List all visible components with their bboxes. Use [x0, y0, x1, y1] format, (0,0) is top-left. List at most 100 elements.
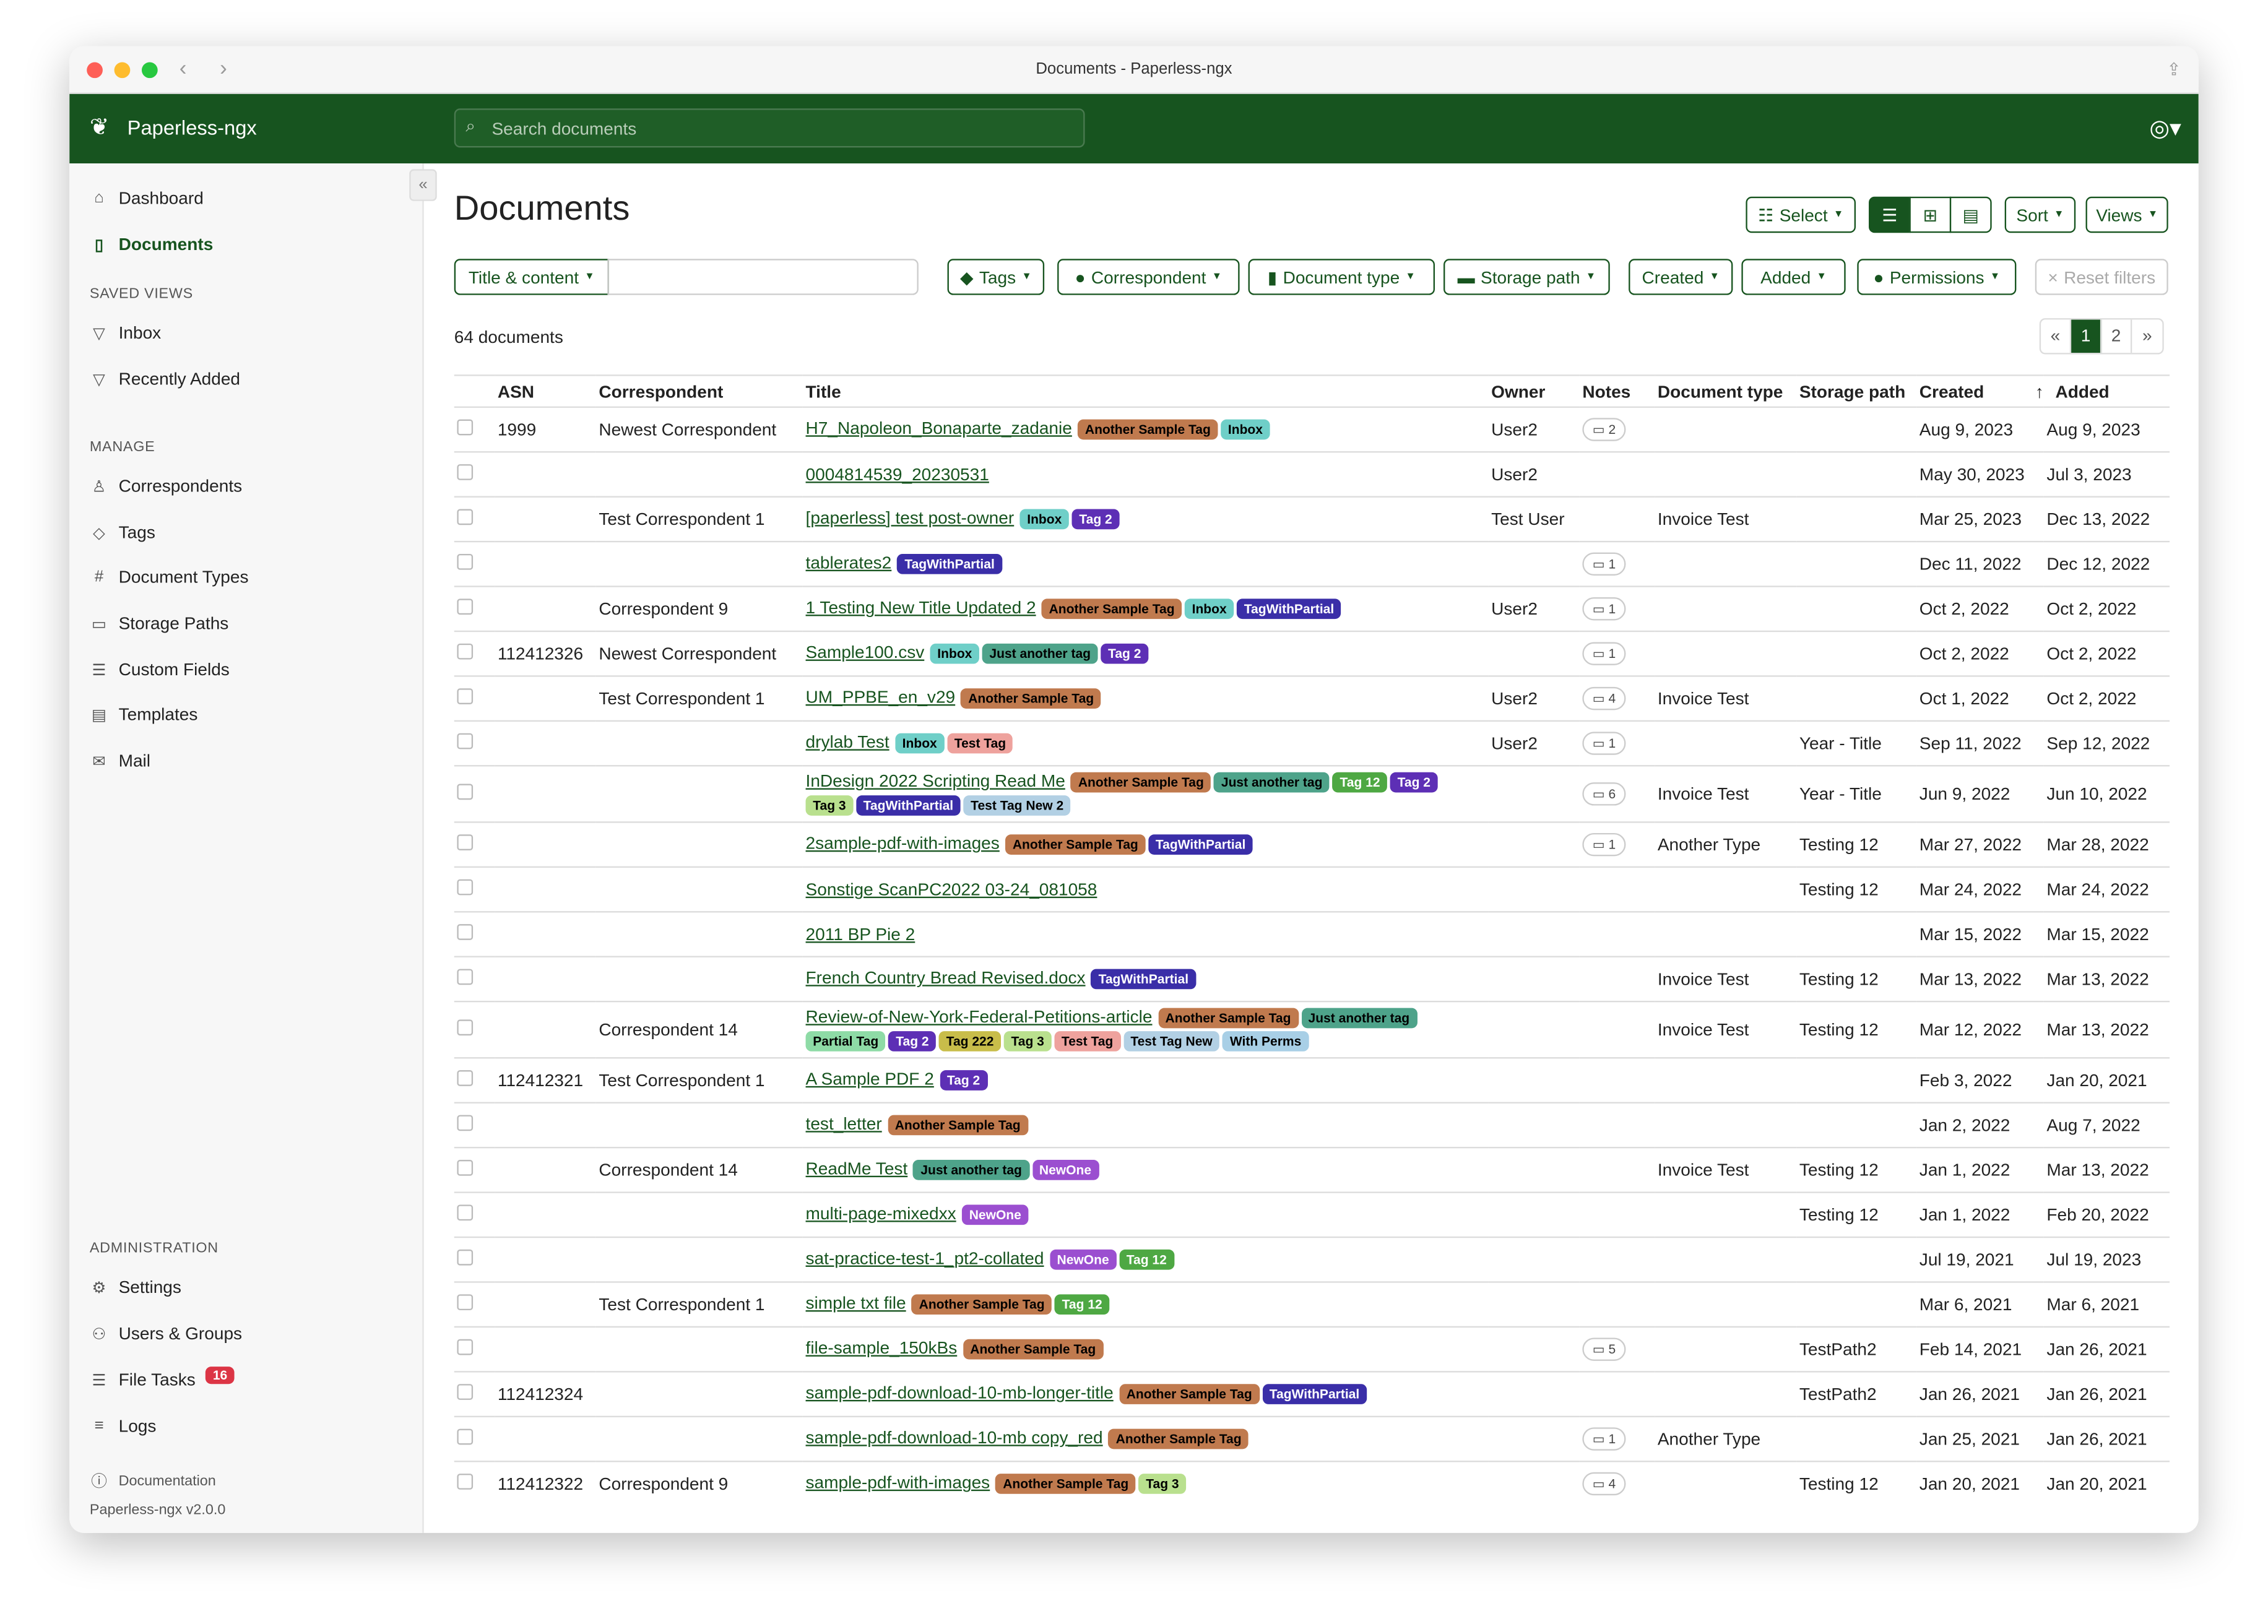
row-checkbox-cell[interactable] — [454, 585, 495, 631]
back-icon[interactable]: ‹ — [179, 56, 187, 81]
table-row[interactable]: multi-page-mixedxx NewOne Testing 12 Jan 1,… — [454, 1191, 2170, 1238]
notes-badge[interactable]: ▭ 4 — [1582, 1472, 1626, 1496]
tag-badge[interactable]: Just another tag — [1301, 1008, 1417, 1029]
sidebar-item-storage-paths[interactable]: ▭ Storage Paths — [90, 613, 228, 634]
column-storage-path[interactable]: Storage path — [1799, 381, 1906, 402]
tag-badge[interactable]: Just another tag — [913, 1160, 1029, 1180]
row-checkbox-cell[interactable] — [454, 1000, 495, 1058]
row-checkbox[interactable] — [457, 924, 474, 940]
row-checkbox-cell[interactable] — [454, 1057, 495, 1103]
tag-badge[interactable]: Another Sample Tag — [995, 1474, 1136, 1495]
tag-badge[interactable]: Test Tag — [1054, 1031, 1120, 1052]
minimize-window-button[interactable] — [114, 62, 131, 79]
search-input[interactable]: ⌕ Search documents — [454, 108, 1085, 148]
view-details-button[interactable]: ☰ — [1869, 196, 1911, 233]
document-title-link[interactable]: ReadMe Test — [805, 1158, 908, 1179]
row-checkbox[interactable] — [457, 553, 474, 570]
row-checkbox[interactable] — [457, 1294, 474, 1311]
document-title-link[interactable]: drylab Test — [805, 732, 889, 753]
document-title-link[interactable]: multi-page-mixedxx — [805, 1203, 956, 1224]
document-title-link[interactable]: Review-of-New-York-Federal-Petitions-art… — [805, 1006, 1153, 1027]
maximize-window-button[interactable] — [141, 62, 158, 79]
document-title-link[interactable]: sample-pdf-with-images — [805, 1472, 990, 1493]
row-checkbox-cell[interactable] — [454, 1371, 495, 1417]
row-checkbox-cell[interactable] — [454, 765, 495, 823]
table-row[interactable]: 0004814539_20230531 User2 May 30, 2023 Jul … — [454, 451, 2170, 497]
tag-badge[interactable]: Another Sample Tag — [1005, 834, 1146, 855]
table-row[interactable]: 1999 Newest Correspondent H7_Napoleon_Bona… — [454, 406, 2170, 452]
tag-badge[interactable]: Tag 3 — [805, 795, 854, 816]
notes-badge[interactable]: ▭ 1 — [1582, 552, 1626, 576]
tag-badge[interactable]: Tag 12 — [1054, 1294, 1110, 1315]
tag-badge[interactable]: Tag 3 — [1138, 1474, 1187, 1495]
view-large-cards-button[interactable]: ▤ — [1949, 196, 1992, 233]
tag-badge[interactable]: TagWithPartial — [897, 553, 1002, 574]
reset-filters-button[interactable]: × Reset filters — [2035, 259, 2168, 295]
table-row[interactable]: tablerates2 TagWithPartial ▭ 1 Dec 11, 2022… — [454, 540, 2170, 587]
row-checkbox-cell[interactable] — [454, 1102, 495, 1148]
storage-path-filter[interactable]: ▬ Storage path ▼ — [1443, 259, 1610, 295]
row-checkbox-cell[interactable] — [454, 866, 495, 912]
column-document-type[interactable]: Document type — [1657, 381, 1783, 402]
notes-badge[interactable]: ▭ 1 — [1582, 732, 1626, 755]
app-name[interactable]: Paperless-ngx — [127, 115, 257, 139]
sidebar-item-logs[interactable]: ≡ Logs — [90, 1416, 157, 1436]
document-title-link[interactable]: 2011 BP Pie 2 — [805, 924, 915, 944]
sidebar-item-correspondents[interactable]: ♙ Correspondents — [90, 476, 243, 496]
tag-badge[interactable]: Test Tag New 2 — [963, 795, 1071, 816]
sidebar-item-inbox[interactable]: ▽ Inbox — [90, 322, 161, 343]
tag-badge[interactable]: Another Sample Tag — [963, 1339, 1103, 1360]
row-checkbox-cell[interactable] — [454, 451, 495, 497]
tag-badge[interactable]: Inbox — [930, 643, 980, 664]
tag-badge[interactable]: Inbox — [1184, 598, 1234, 620]
tag-badge[interactable]: Test Tag New — [1123, 1031, 1220, 1052]
page-next[interactable]: » — [2142, 325, 2152, 346]
row-checkbox-cell[interactable] — [454, 1461, 495, 1506]
document-title-link[interactable]: test_letter — [805, 1113, 882, 1134]
page-prev[interactable]: « — [2041, 319, 2072, 353]
tag-badge[interactable]: Inbox — [1019, 509, 1070, 530]
tag-badge[interactable]: Another Sample Tag — [961, 688, 1101, 709]
tag-badge[interactable]: TagWithPartial — [1148, 834, 1253, 855]
notes-badge[interactable]: ▭ 5 — [1582, 1337, 1626, 1361]
row-checkbox-cell[interactable] — [454, 1147, 495, 1193]
tag-badge[interactable]: Another Sample Tag — [1158, 1008, 1299, 1029]
table-row[interactable]: Correspondent 14 Review-of-New-York-Feder… — [454, 1000, 2170, 1058]
sidebar-item-custom-fields[interactable]: ☰ Custom Fields — [90, 660, 230, 680]
user-menu-icon[interactable]: ◎▾ — [2149, 117, 2181, 142]
table-row[interactable]: InDesign 2022 Scripting Read Me Another S… — [454, 765, 2170, 823]
document-title-link[interactable]: H7_Napoleon_Bonaparte_zadanie — [805, 418, 1072, 439]
document-title-link[interactable]: sat-practice-test-1_pt2-collated — [805, 1248, 1044, 1269]
row-checkbox[interactable] — [457, 834, 474, 850]
tags-filter[interactable]: ◆ Tags ▼ — [947, 259, 1045, 295]
sidebar-item-file-tasks[interactable]: ☰ File Tasks 16 — [90, 1367, 235, 1390]
tag-badge[interactable]: Tag 2 — [1390, 772, 1438, 793]
tag-badge[interactable]: TagWithPartial — [855, 795, 961, 816]
tag-badge[interactable]: Another Sample Tag — [1119, 1384, 1260, 1404]
row-checkbox-cell[interactable] — [454, 1415, 495, 1462]
table-row[interactable]: 112412322 Correspondent 9 sample-pdf-with-… — [454, 1461, 2170, 1506]
sort-button[interactable]: Sort ▼ — [2004, 196, 2076, 233]
tag-badge[interactable]: Tag 12 — [1332, 772, 1388, 793]
row-checkbox[interactable] — [457, 1428, 474, 1445]
permissions-filter[interactable]: ● Permissions ▼ — [1857, 259, 2017, 295]
notes-badge[interactable]: ▭ 1 — [1582, 832, 1626, 857]
column-correspondent[interactable]: Correspondent — [599, 381, 724, 402]
row-checkbox[interactable] — [457, 688, 474, 704]
column-title[interactable]: Title — [805, 381, 841, 402]
row-checkbox-cell[interactable] — [454, 630, 495, 676]
row-checkbox-cell[interactable] — [454, 911, 495, 957]
row-checkbox-cell[interactable] — [454, 406, 495, 452]
table-row[interactable]: Test Correspondent 1 simple txt file Anoth… — [454, 1281, 2170, 1327]
table-row[interactable]: Sonstige ScanPC2022 03-24_081058 Testing … — [454, 866, 2170, 912]
table-row[interactable]: Test Correspondent 1 UM_PPBE_en_v29 Anothe… — [454, 675, 2170, 721]
sidebar-item-mail[interactable]: ✉ Mail — [90, 751, 150, 771]
table-row[interactable]: file-sample_150kBs Another Sample Tag ▭ 5 T… — [454, 1326, 2170, 1372]
notes-badge[interactable]: ▭ 1 — [1582, 1427, 1626, 1451]
tag-badge[interactable]: Inbox — [1221, 419, 1270, 440]
row-checkbox-cell[interactable] — [454, 675, 495, 721]
document-title-link[interactable]: French Country Bread Revised.docx — [805, 967, 1086, 988]
column-asn[interactable]: ASN — [497, 381, 535, 402]
row-checkbox[interactable] — [457, 969, 474, 985]
row-checkbox-cell[interactable] — [454, 720, 495, 766]
